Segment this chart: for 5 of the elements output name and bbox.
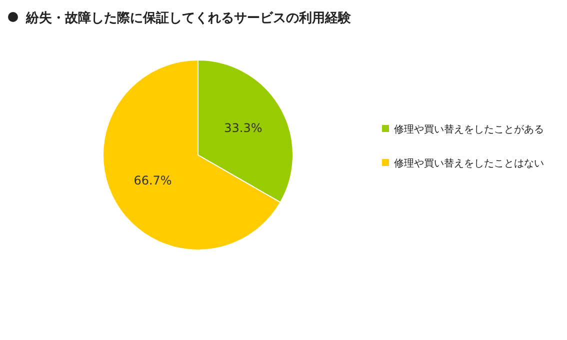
data-label: 33.3%: [224, 121, 262, 136]
data-label: 66.7%: [134, 173, 172, 188]
chart-title: 紛失・故障した際に保証してくれるサービスの利用経験: [25, 10, 352, 26]
legend-label: 修理や買い替えをしたことはない: [394, 158, 544, 170]
legend-label: 修理や買い替えをしたことがある: [394, 124, 544, 136]
